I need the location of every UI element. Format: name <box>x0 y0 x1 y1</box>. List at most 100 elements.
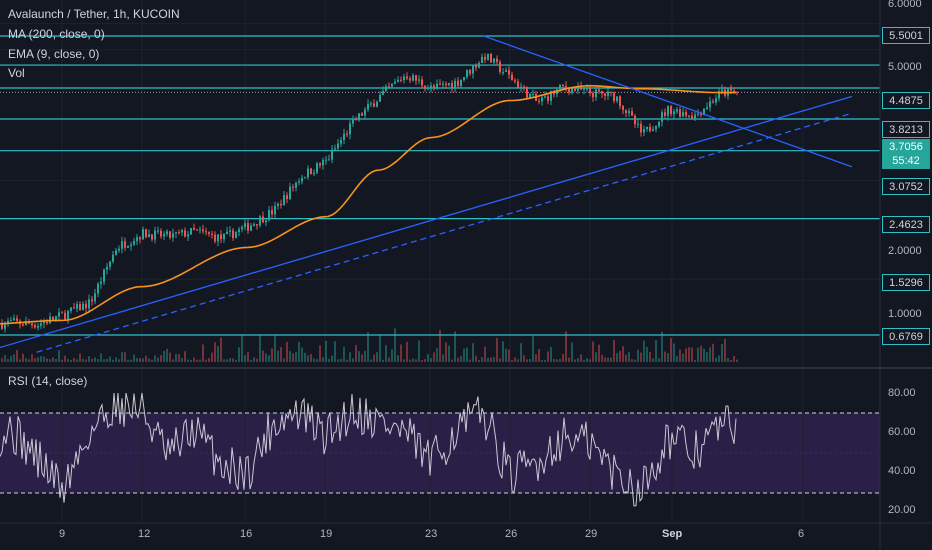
candle-body <box>25 321 27 326</box>
candle-body <box>184 230 186 237</box>
candle-body <box>148 234 150 238</box>
volume-bar <box>400 344 402 362</box>
candle-body <box>40 323 42 326</box>
candle-body <box>337 143 339 149</box>
volume-bar <box>655 340 657 362</box>
candle-body <box>628 111 630 114</box>
candle-body <box>379 94 381 102</box>
current-price: 3.7056 <box>889 141 923 153</box>
candle-body <box>325 159 327 161</box>
volume-bar <box>133 354 135 362</box>
candle-body <box>199 229 201 231</box>
volume-bar <box>226 359 228 362</box>
candle-body <box>193 228 195 230</box>
volume-bar <box>469 359 471 362</box>
volume-bar <box>481 357 483 362</box>
volume-bar <box>130 359 132 362</box>
rsi-tick: 80.00 <box>888 387 916 399</box>
chart-title: Avalaunch / Tether, 1h, KUCOIN <box>8 7 180 21</box>
time-tick: 19 <box>320 528 333 540</box>
volume-bar <box>214 342 216 362</box>
candle-body <box>559 85 561 90</box>
candle-body <box>475 65 477 68</box>
volume-bar <box>193 357 195 362</box>
volume-bar <box>364 350 366 362</box>
volume-bar <box>574 359 576 362</box>
candle-body <box>499 61 501 73</box>
candle-body <box>187 234 189 237</box>
candle-body <box>394 81 396 84</box>
volume-bar <box>181 357 183 362</box>
candle-body <box>244 223 246 228</box>
candle-body <box>67 310 69 320</box>
candle-body <box>685 112 687 116</box>
volume-bar <box>70 359 72 362</box>
candle-body <box>526 86 528 98</box>
candle-body <box>91 299 93 302</box>
price-tick: 1.0000 <box>888 308 922 320</box>
volume-bar <box>229 358 231 362</box>
candle-body <box>493 58 495 63</box>
volume-bar <box>532 336 534 362</box>
candle-body <box>616 96 618 102</box>
candle-body <box>166 231 168 235</box>
candle-body <box>7 320 9 323</box>
candle-body <box>457 80 459 87</box>
candle-body <box>358 113 360 121</box>
candle-body <box>601 91 603 94</box>
candle-body <box>706 107 708 109</box>
candle-body <box>622 106 624 110</box>
candle-body <box>664 112 666 116</box>
candle-body <box>652 129 654 131</box>
volume-bar <box>367 332 369 362</box>
candle-body <box>340 139 342 144</box>
candle-body <box>631 111 633 116</box>
candle-body <box>22 324 24 326</box>
candle-body <box>412 75 414 81</box>
candle-body <box>421 79 423 86</box>
trendline <box>36 112 853 353</box>
volume-bar <box>736 359 738 362</box>
candle-body <box>124 241 126 248</box>
volume-bar <box>148 358 150 362</box>
level-tag: 5.5001 <box>882 27 930 44</box>
candle-body <box>463 77 465 80</box>
candle-body <box>262 216 264 223</box>
level-tag: 1.5296 <box>882 274 930 291</box>
volume-bar <box>319 345 321 362</box>
candle-body <box>445 83 447 86</box>
candle-body <box>517 81 519 88</box>
ma-200-line <box>0 85 736 325</box>
volume-bar <box>31 354 33 362</box>
volume-bar <box>97 358 99 362</box>
candle-body <box>133 241 135 245</box>
candle-body <box>268 210 270 221</box>
volume-bar <box>697 347 699 362</box>
candle-body <box>688 115 690 117</box>
candle-body <box>274 205 276 215</box>
volume-bar <box>244 355 246 362</box>
volume-bar <box>49 359 51 362</box>
volume-bar <box>262 350 264 362</box>
candle-body <box>247 223 249 231</box>
time-tick: 6 <box>798 528 805 540</box>
volume-bar <box>1 358 3 362</box>
volume-bar <box>625 354 627 362</box>
volume-bar <box>280 347 282 362</box>
indicator-lines <box>0 35 853 353</box>
candle-body <box>310 168 312 175</box>
volume-bar <box>187 359 189 362</box>
volume-bar <box>151 359 153 362</box>
volume-bar <box>592 341 594 362</box>
volume-bar <box>355 344 357 362</box>
candle-body <box>721 89 723 92</box>
volume-bar <box>586 358 588 362</box>
candle-body <box>502 72 504 74</box>
volume-bar <box>631 359 633 362</box>
volume-bar <box>682 353 684 362</box>
volume-bar <box>196 359 198 362</box>
volume-bar <box>667 353 669 362</box>
volume-bar <box>37 357 39 362</box>
candle-body <box>439 83 441 85</box>
time-tick: 23 <box>425 528 438 540</box>
